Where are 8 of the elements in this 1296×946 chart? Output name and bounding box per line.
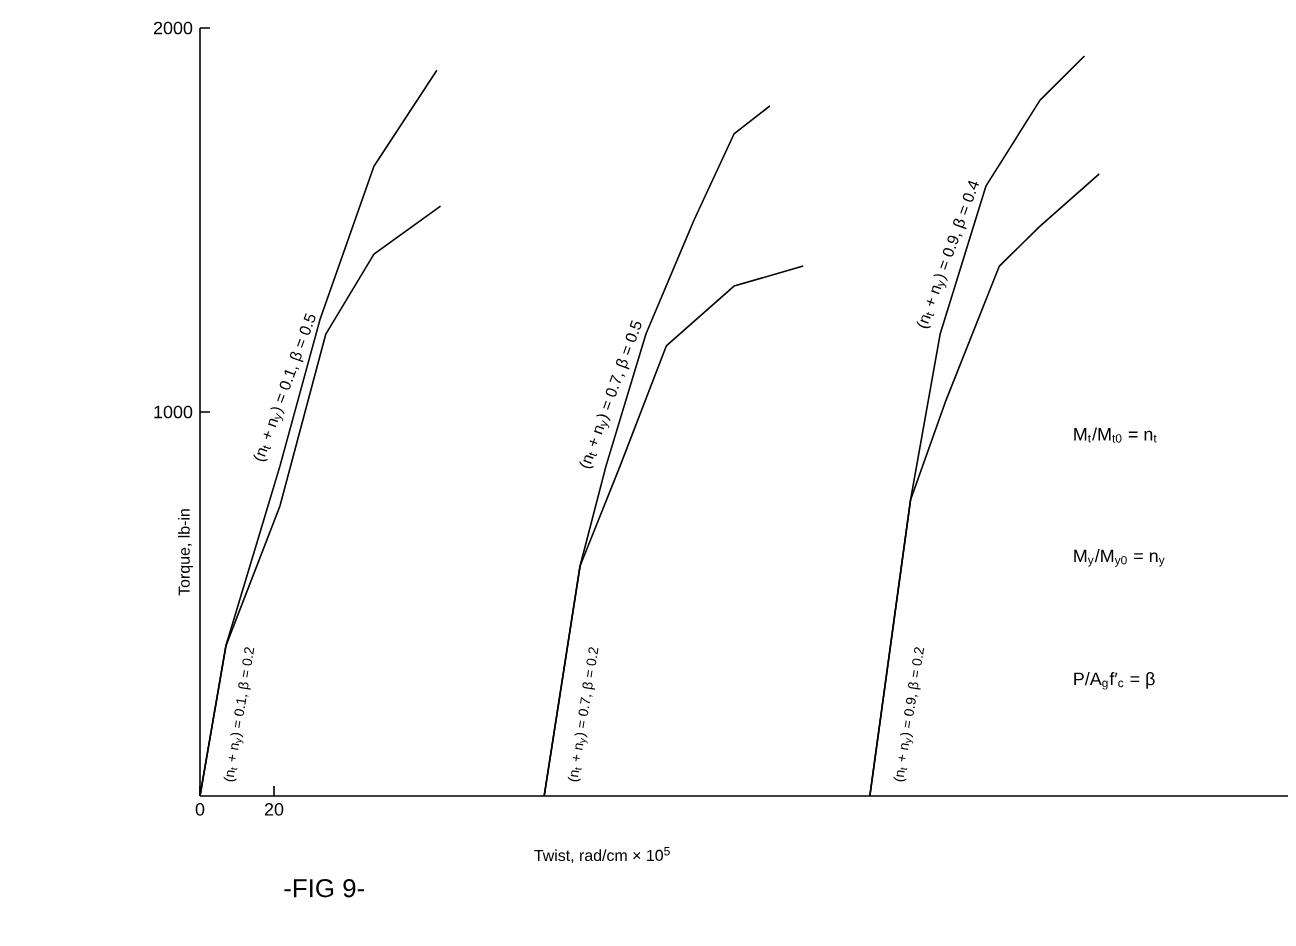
y-tick-label: 2000 bbox=[153, 21, 193, 35]
x-tick-label: 0 bbox=[195, 803, 205, 816]
annotation: P/A$_{g}$f′$_{c}$ = β bbox=[1074, 672, 1155, 690]
text: -FIG 9- bbox=[284, 879, 365, 898]
x-tick-label: 20 bbox=[264, 803, 284, 816]
y-tick-label: 1000 bbox=[154, 405, 193, 419]
annotation: M$_{t}$/M$_{t0}$ = n$_{t}$ bbox=[1074, 427, 1157, 443]
annotation: M$_{y}$/M$_{y0}$ = n$_{y}$ bbox=[1074, 549, 1165, 567]
